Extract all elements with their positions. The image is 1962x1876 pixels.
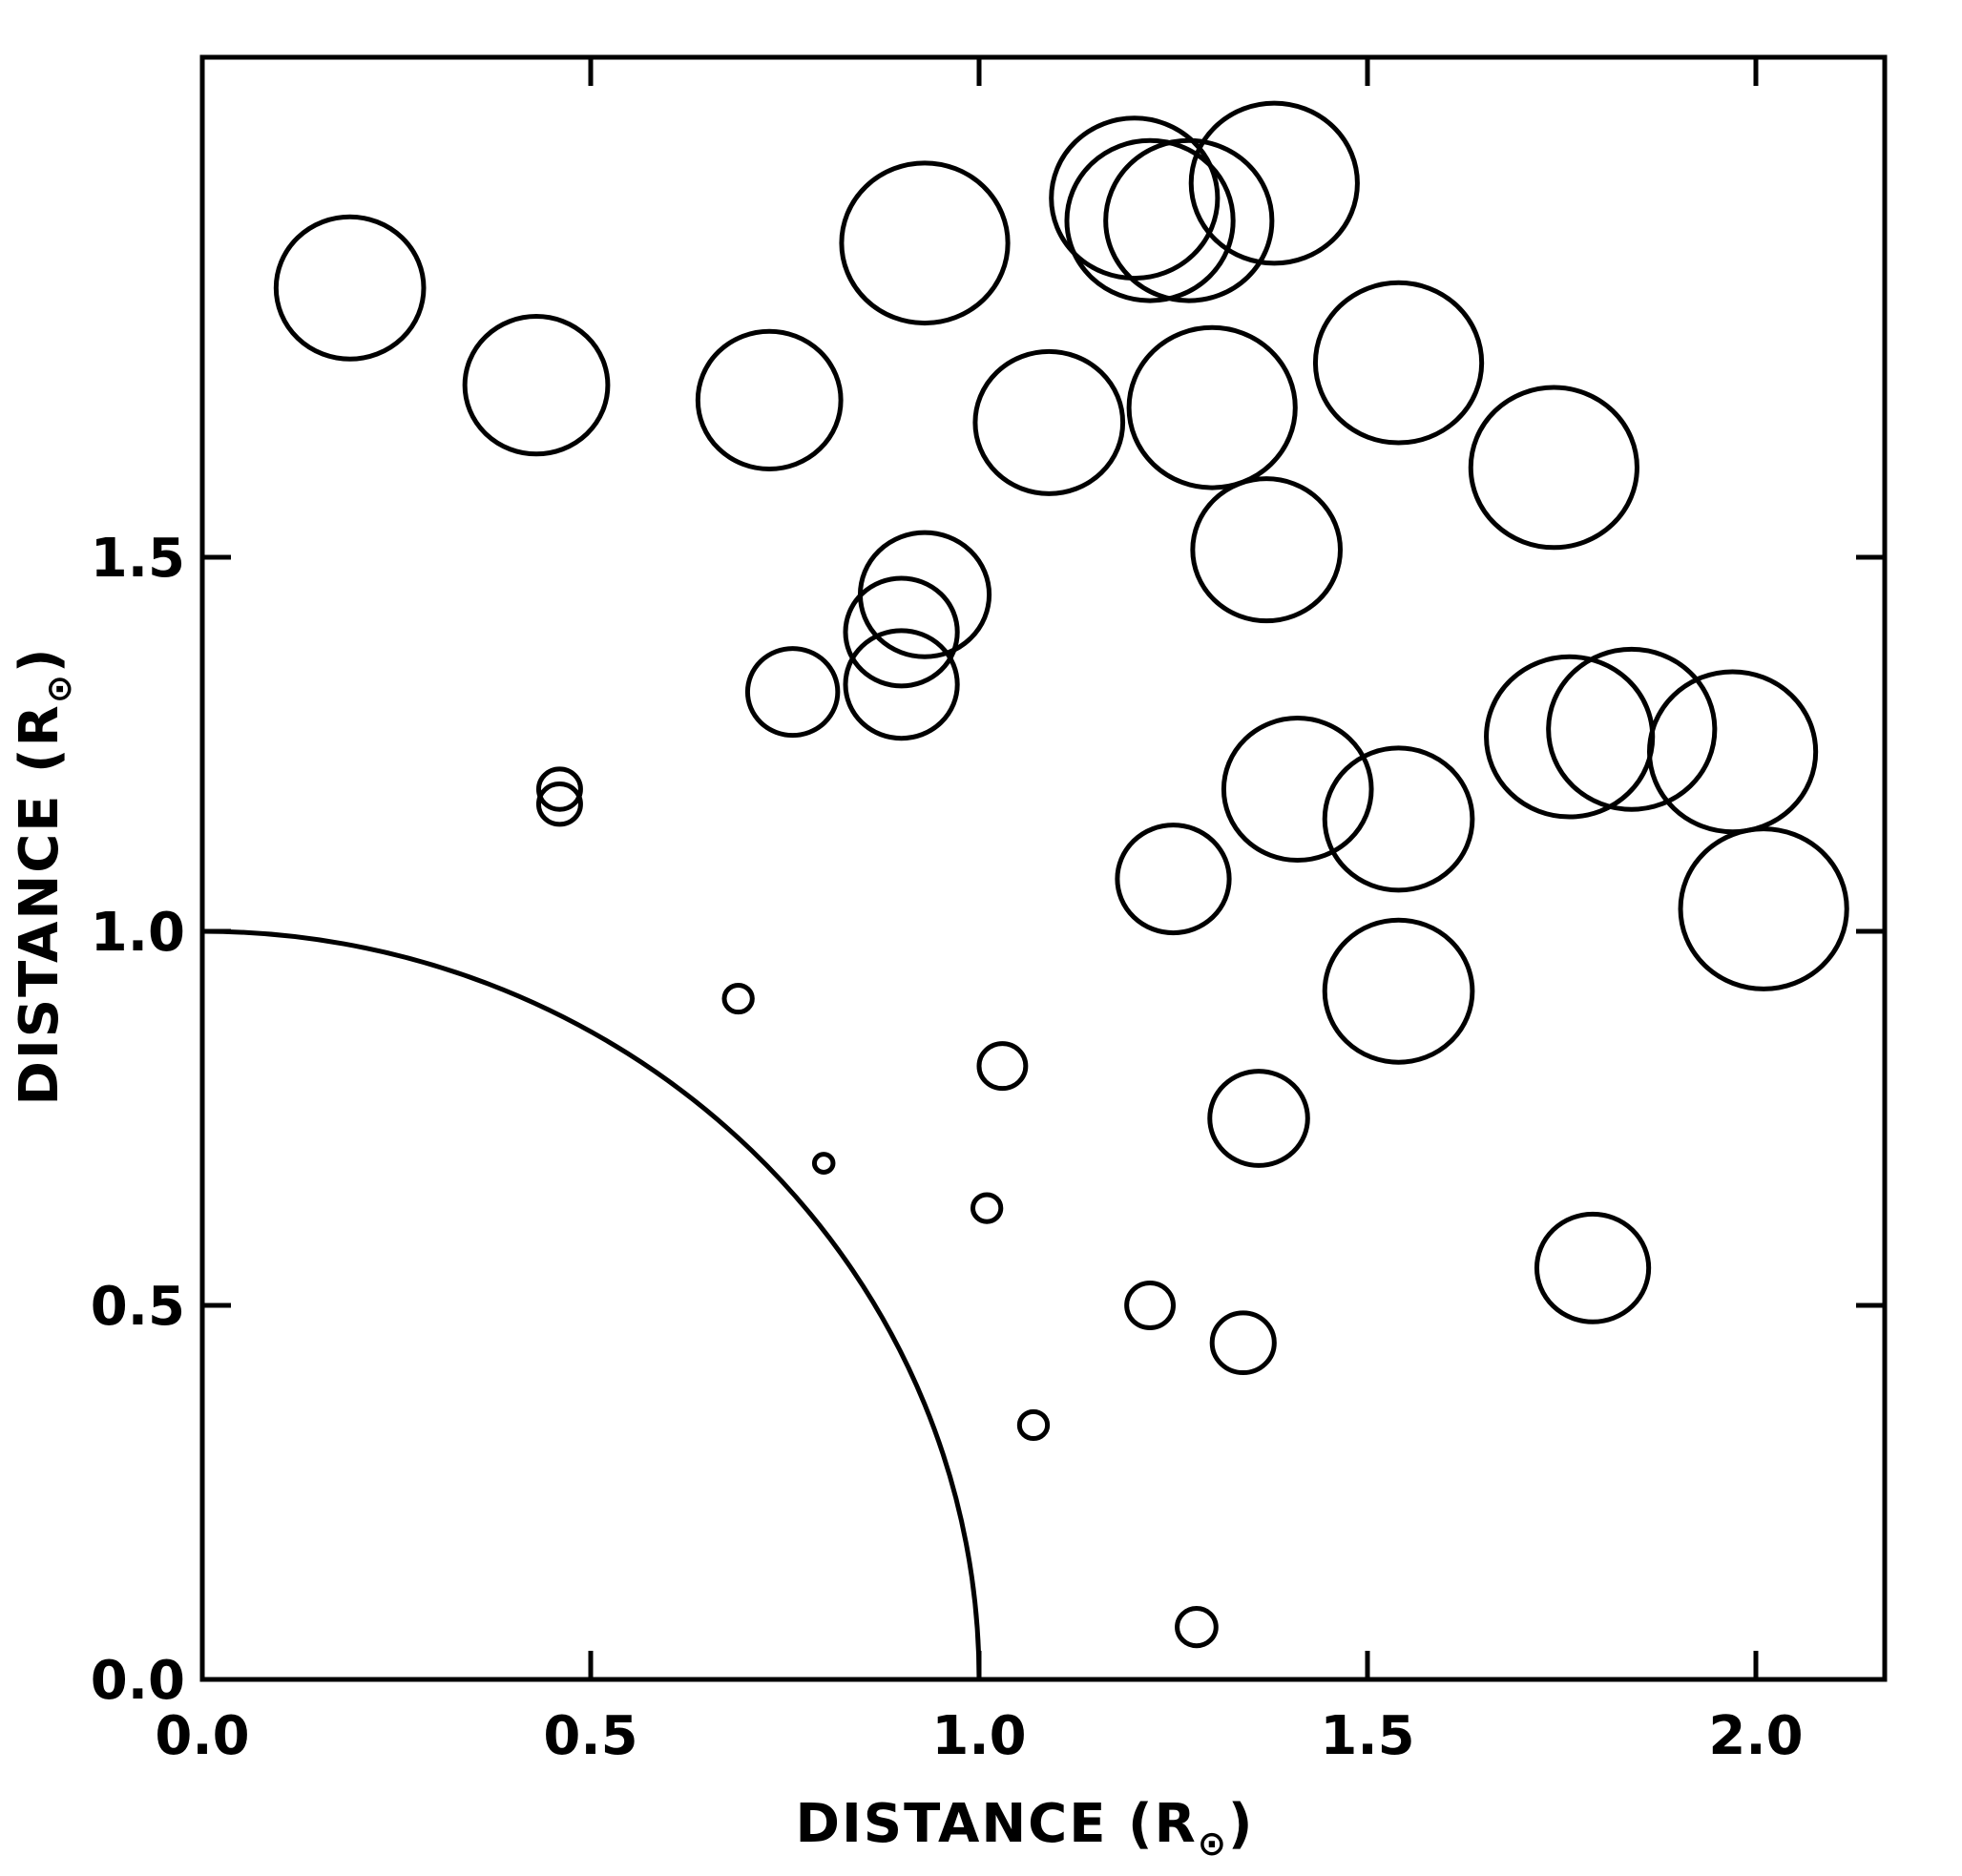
y-tick-label: 1.5 <box>91 528 185 590</box>
data-circle <box>843 628 960 741</box>
data-circle <box>744 646 841 739</box>
data-circle <box>1322 917 1475 1065</box>
x-tick-label: 0.0 <box>155 1705 249 1767</box>
data-circle <box>1190 476 1344 624</box>
y-tick-label: 0.5 <box>91 1276 185 1338</box>
y-tick-label: 1.0 <box>91 902 185 964</box>
data-circle <box>1534 1211 1652 1324</box>
data-circle <box>1678 826 1849 991</box>
x-axis-label: DISTANCE (R⊙) <box>795 1793 1254 1864</box>
data-circle <box>273 214 427 362</box>
y-tick-label: 0.0 <box>91 1650 185 1712</box>
data-circle <box>1188 100 1360 266</box>
data-circle <box>1646 669 1819 835</box>
data-circle <box>843 575 960 689</box>
data-circle <box>695 328 844 471</box>
data-circle <box>1016 1408 1051 1442</box>
x-tick-label: 0.5 <box>543 1705 637 1767</box>
data-circle <box>535 782 583 827</box>
data-circle <box>535 766 583 812</box>
x-tick-label: 2.0 <box>1708 1705 1803 1767</box>
data-circle <box>1124 1280 1176 1331</box>
data-circle <box>857 530 992 659</box>
x-tick-label: 1.5 <box>1320 1705 1414 1767</box>
data-circle <box>1207 1069 1310 1168</box>
y-axis-ticks: 0.0 0.5 1.0 1.5 <box>91 528 1885 1712</box>
data-circle <box>811 1152 836 1175</box>
y-axis-label: DISTANCE (R⊙) <box>9 646 79 1105</box>
data-circle <box>1484 654 1656 820</box>
plot-area <box>199 54 1888 1682</box>
data-circle <box>1064 137 1236 303</box>
data-circle <box>1312 280 1485 446</box>
x-tick-label: 1.0 <box>931 1705 1026 1767</box>
data-circle <box>721 982 755 1015</box>
data-circle <box>976 1041 1029 1092</box>
plot-frame <box>199 54 1888 1682</box>
data-circle <box>1209 1310 1277 1376</box>
data-circle <box>1175 1606 1219 1649</box>
data-circle <box>1115 823 1232 936</box>
data-circle <box>839 160 1011 326</box>
data-circle <box>1322 745 1475 893</box>
data-circle <box>1126 324 1298 490</box>
data-circle <box>1468 385 1639 551</box>
x-axis-ticks: 0.0 0.5 1.0 1.5 2.0 <box>155 57 1804 1767</box>
data-circle <box>1221 716 1374 864</box>
data-circle <box>972 348 1126 496</box>
data-circle <box>462 314 611 457</box>
data-circle <box>1546 646 1718 812</box>
data-circle <box>970 1192 1004 1224</box>
unit-radius-arc <box>201 928 982 1680</box>
data-circle <box>1103 137 1275 303</box>
